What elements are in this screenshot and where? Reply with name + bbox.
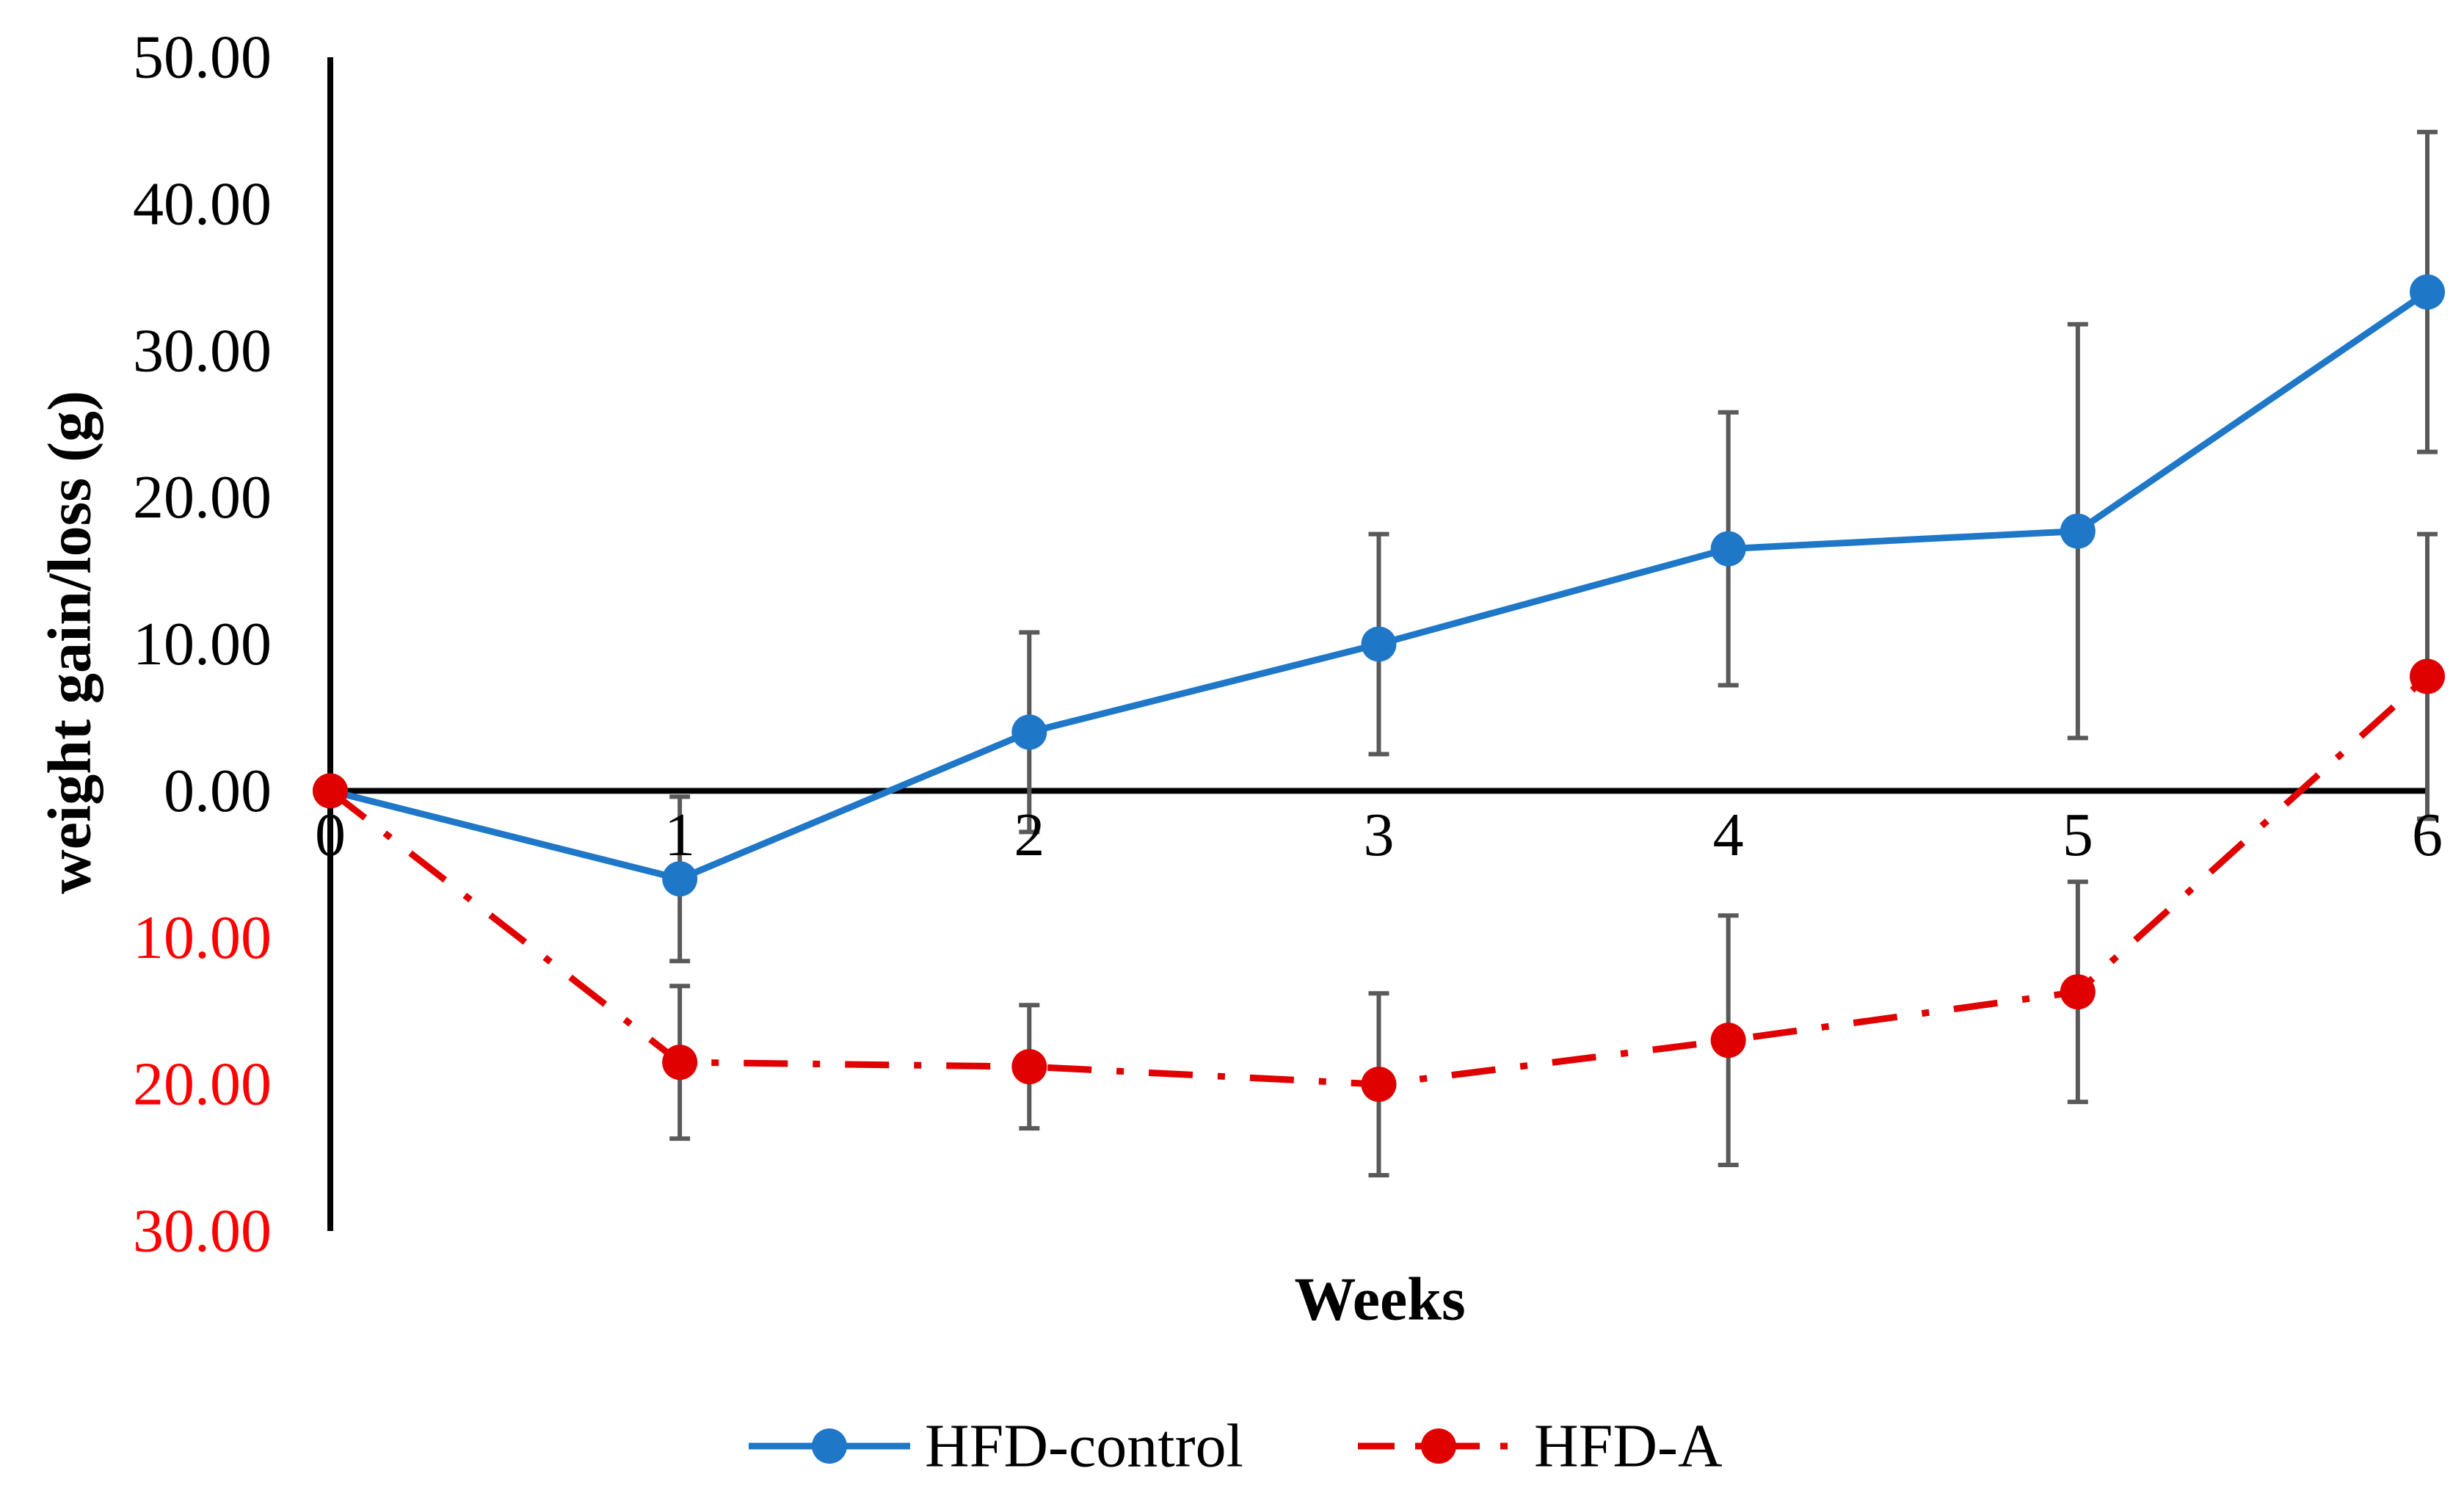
y-tick-label: 10.00 — [133, 904, 272, 972]
x-tick-label: 1 — [664, 801, 695, 869]
x-tick-label: 3 — [1364, 801, 1395, 869]
y-axis-title: weight gain/loss (g) — [36, 391, 104, 894]
x-tick-label: 2 — [1014, 801, 1044, 869]
y-tick-label: 30.00 — [133, 1197, 272, 1266]
y-tick-label: 30.00 — [133, 316, 272, 385]
x-tick-label: 4 — [1713, 801, 1744, 869]
y-tick-label: 20.00 — [133, 463, 272, 531]
data-point-hfd-a — [2410, 658, 2445, 694]
data-point-hfd-control — [2060, 513, 2096, 549]
x-axis-title: Weeks — [1294, 1266, 1465, 1334]
error-bars-layer — [669, 129, 2438, 1178]
data-point-hfd-a — [2060, 974, 2096, 1010]
data-point-hfd-control — [1710, 531, 1746, 567]
data-point-hfd-a — [1011, 1049, 1047, 1085]
y-tick-label: 20.00 — [133, 1050, 272, 1119]
data-point-hfd-a — [1361, 1067, 1397, 1103]
data-point-hfd-control — [1011, 714, 1047, 750]
x-tick-label: 5 — [2063, 801, 2093, 869]
legend-label-hfd-control: HFD-control — [925, 1412, 1243, 1481]
data-point-hfd-a — [313, 773, 348, 809]
data-point-hfd-control — [1361, 626, 1397, 662]
data-point-hfd-a — [1710, 1023, 1746, 1059]
y-tick-label: 0.00 — [164, 757, 272, 825]
y-tick-label: 40.00 — [133, 170, 272, 238]
data-point-hfd-control — [2410, 274, 2445, 310]
x-tick-label: 0 — [315, 801, 346, 869]
data-point-hfd-control — [662, 861, 698, 897]
legend: HFD-control HFD-A — [749, 1412, 1723, 1481]
series-layer — [313, 274, 2445, 1103]
y-tick-label: 50.00 — [133, 23, 272, 92]
y-tick-label: 10.00 — [133, 610, 272, 678]
legend-label-hfd-a: HFD-A — [1534, 1412, 1723, 1481]
axes-layer — [327, 57, 2427, 1231]
legend-marker-hfd-a — [1421, 1428, 1456, 1464]
tick-labels-layer: 50.00 40.00 30.00 20.00 10.00 0.00 10.00 20.00 3… — [133, 23, 2443, 1266]
data-point-hfd-a — [662, 1045, 698, 1081]
legend-marker-hfd-control — [812, 1428, 847, 1464]
x-tick-label: 6 — [2412, 801, 2443, 869]
